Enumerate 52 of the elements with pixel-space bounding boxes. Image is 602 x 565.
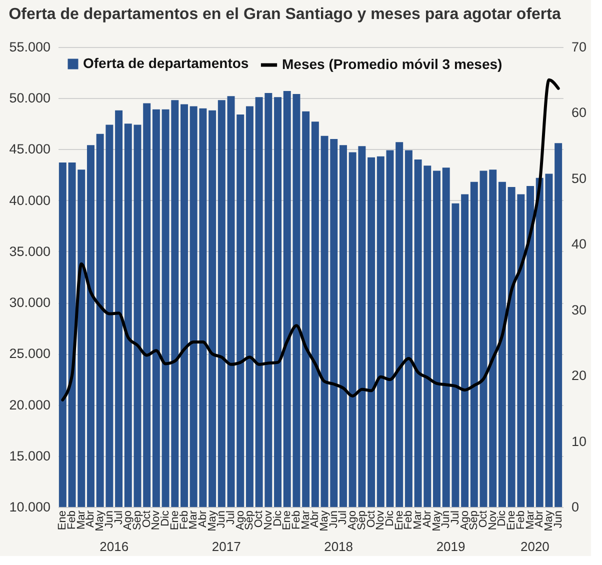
text: 2020 xyxy=(520,539,550,554)
x-tick-label: Abr xyxy=(196,510,209,528)
y-tick-label: 10.000 xyxy=(9,500,50,514)
y-tick-label: 15.000 xyxy=(9,448,50,464)
x-tick-label: Feb xyxy=(290,510,302,530)
y2-tick-label: 0 xyxy=(572,500,580,514)
legend-label: Oferta de departamentos xyxy=(83,55,249,71)
text: 2017 xyxy=(212,539,241,554)
x-tick-label: Oct xyxy=(478,510,490,528)
text: 2019 xyxy=(436,539,466,554)
y2-tick-label: 20 xyxy=(572,368,587,384)
y2-tick-label: 70 xyxy=(572,40,587,54)
text: 2018 xyxy=(324,539,354,554)
x-tick-label: Sep xyxy=(468,510,480,530)
y-tick-label: 30.000 xyxy=(9,295,50,310)
x-tick-label: Oct xyxy=(140,510,153,528)
x-tick-label: Abr xyxy=(421,510,434,528)
y2-tick-label: 30 xyxy=(572,302,587,318)
x-tick-label: Jul xyxy=(112,510,125,525)
x-tick-label: Oct xyxy=(365,510,378,528)
x-tick-label: Feb xyxy=(66,510,78,530)
x-tick-label: Jul xyxy=(449,510,462,525)
y-tick-label: 25.000 xyxy=(9,346,50,362)
x-tick-label: May xyxy=(318,510,331,532)
x-tick-label: Dic xyxy=(272,510,284,526)
line-series xyxy=(61,78,560,402)
x-tick-label: Dic xyxy=(384,510,396,526)
x-tick-label: Jul xyxy=(337,510,350,525)
y-tick-label: 55.000 xyxy=(9,40,50,54)
x-tick-label: Ago xyxy=(458,510,471,530)
y2-tick-label: 10 xyxy=(572,434,587,449)
x-tick-label: Feb xyxy=(402,510,415,530)
x-tick-label: Sep xyxy=(244,510,256,530)
y-tick-label: 45.000 xyxy=(9,142,50,157)
x-tick-label: Feb xyxy=(178,510,190,530)
text: 2016 xyxy=(100,539,129,554)
y2-tick-label: 60 xyxy=(572,105,587,120)
y-tick-label: 20.000 xyxy=(9,397,50,412)
x-tick-label: Abr xyxy=(84,510,97,528)
x-tick-label: Abr xyxy=(309,510,322,528)
y-tick-label: 50.000 xyxy=(9,90,50,106)
x-tick-label: May xyxy=(206,510,218,532)
y2-tick-label: 50 xyxy=(572,170,587,186)
y-tick-label: 40.000 xyxy=(9,192,50,208)
x-tick-label: Dic xyxy=(496,510,508,526)
legend-label: Meses (Promedio móvil 3 meses) xyxy=(282,56,502,72)
x-tick-label: Feb xyxy=(514,510,527,530)
chart-title: Oferta de departamentos en el Gran Santiago y meses para agotar oferta xyxy=(8,6,561,23)
x-tick-label: May xyxy=(94,510,106,532)
y-tick-label: 35.000 xyxy=(9,244,50,259)
y2-tick-label: 40 xyxy=(572,236,587,252)
x-tick-label: May xyxy=(430,510,443,532)
